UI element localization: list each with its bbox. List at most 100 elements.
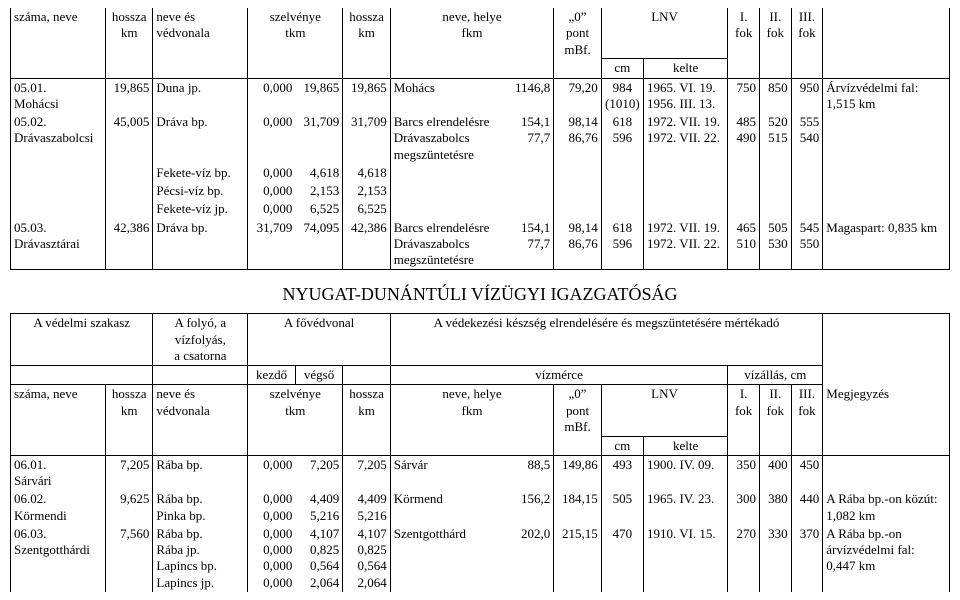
row-hely: Sárvár (390, 455, 506, 490)
row-hely: Körmend (390, 490, 506, 525)
row-code: 05.01. (14, 80, 47, 95)
row-ii: 520515 (759, 113, 791, 164)
row-code: 05.02. (14, 114, 47, 129)
h2-megjegyzes: Megjegyzés (823, 385, 950, 436)
row-mbf: 149,86 (554, 455, 601, 490)
h2-folyo: A folyó, avízfolyás,a csatorna (153, 314, 248, 366)
row-folyo: Rába bp.Rába jp.Lapincs bp.Lapincs jp. (153, 525, 248, 592)
row-ii: 400 (759, 455, 791, 490)
h-iifok: II.fok (759, 8, 791, 59)
row-i: 465510 (728, 219, 760, 270)
h2-vedelmi: A védelmi szakasz (11, 314, 153, 366)
row-lnvcm: 618596 (601, 219, 643, 270)
header2-row-2: kezdő végső vízmérce vízállás, cm (11, 366, 950, 385)
row-lnvcm: 470 (601, 525, 643, 592)
row-folyo: Rába bp. (153, 455, 248, 490)
table-subrow: Fekete-víz bp. 0,000 4,618 4,618 (11, 164, 950, 182)
row-hossza: 7,560 (105, 525, 152, 592)
h2-lnv: LNV (601, 385, 728, 436)
row-folyo: Duna jp. (153, 78, 248, 113)
row-szelv: 0,000 (248, 78, 295, 113)
h2-vizallas: vízállás, cm (728, 366, 823, 385)
header2-row-3: száma, neve hosszakm neve és védvonala s… (11, 385, 950, 436)
h-iiifok: III.fok (791, 8, 823, 59)
row-hossza: 19,865 (105, 78, 152, 113)
row-lnvcm: 618596 (601, 113, 643, 164)
row-code: 06.03. (14, 526, 47, 541)
row-hossza2: 4,4095,216 (343, 490, 390, 525)
row-name: Drávaszabolcsi (14, 130, 93, 145)
row-szelv: 0,0000,000 (248, 490, 295, 525)
row-ii: 380 (759, 490, 791, 525)
row-iii: 555540 (791, 113, 823, 164)
row-hossza2: 42,386 (343, 219, 390, 270)
h-meg (823, 8, 950, 59)
h2-kezdo: kezdő (248, 366, 295, 385)
h2-vegso: végső (295, 366, 342, 385)
row-meg: A Rába bp.-on közút:1,082 km (823, 490, 950, 525)
row-hossza: 7,205 (105, 455, 152, 490)
row-s2: 4,4095,216 (295, 490, 342, 525)
row-fkm: 1146,8 (506, 78, 553, 113)
table-row: 06.01.Sárvári 7,205 Rába bp. 0,000 7,205… (11, 455, 950, 490)
h-lnv: LNV (601, 8, 728, 59)
h2-kelte: kelte (643, 436, 727, 455)
row-lnvkelte: 1972. VII. 19.1972. VII. 22. (643, 219, 727, 270)
row-lnvkelte: 1965. IV. 23. (643, 490, 727, 525)
section-title: NYUGAT-DUNÁNTÚLI VÍZÜGYI IGAZGATÓSÁG (10, 270, 950, 313)
row-meg: Magaspart: 0,835 km (823, 219, 950, 270)
row-lnvkelte: 1965. VI. 19.1956. III. 13. (643, 78, 727, 113)
row-ii: 850 (759, 78, 791, 113)
sub-hossza2: 4,618 (343, 164, 390, 182)
row-mbf: 98,1486,76 (554, 113, 601, 164)
header-row-2: cm kelte (11, 59, 950, 78)
row-lnvcm: 493 (601, 455, 643, 490)
row-iii: 440 (791, 490, 823, 525)
h2-szama: száma, neve (11, 385, 106, 436)
row-folyo: Dráva bp. (153, 219, 248, 270)
row-iii: 545550 (791, 219, 823, 270)
row-iii: 450 (791, 455, 823, 490)
row-name: Szentgotthárdi (14, 542, 90, 557)
row-mbf: 98,1486,76 (554, 219, 601, 270)
row-hossza2: 4,1070,8250,5642,064 (343, 525, 390, 592)
h2-hossza: hosszakm (105, 385, 152, 436)
table-subrow: Pécsi-víz bp. 0,000 2,153 2,153 (11, 182, 950, 200)
h-szelvenye: szelvényetkm (248, 8, 343, 59)
row-szelv: 31,709 (248, 219, 295, 270)
row-fkm: 88,5 (506, 455, 553, 490)
row-hossza: 42,386 (105, 219, 152, 270)
table-row: 05.03.Drávasztárai 42,386 Dráva bp. 31,7… (11, 219, 950, 270)
row-s2: 19,865 (295, 78, 342, 113)
row-szelv: 0,000 (248, 113, 295, 164)
row-s2: 4,1070,8250,5642,064 (295, 525, 342, 592)
row-s2: 7,205 (295, 455, 342, 490)
h-nevehelye: neve, helyefkm (390, 8, 554, 59)
row-szelv: 0,000 (248, 455, 295, 490)
h2-neve-vedvonala: neve és védvonala (153, 385, 248, 436)
row-hossza2: 19,865 (343, 78, 390, 113)
table-row: 05.01.Mohácsi 19,865 Duna jp. 0,000 19,8… (11, 78, 950, 113)
h-szama: száma, neve (11, 8, 106, 59)
header2-row-4: cm kelte (11, 436, 950, 455)
h2-vizmerce: vízmérce (390, 366, 728, 385)
table-row: 06.03.Szentgotthárdi 7,560 Rába bp.Rába … (11, 525, 950, 592)
row-meg (823, 113, 950, 164)
row-i: 350 (728, 455, 760, 490)
row-lnvcm: 984(1010) (601, 78, 643, 113)
sub-folyo: Pécsi-víz bp. (153, 182, 248, 200)
row-folyo: Rába bp.Pinka bp. (153, 490, 248, 525)
row-code: 06.01. (14, 457, 47, 472)
row-ii: 505530 (759, 219, 791, 270)
sub-folyo: Fekete-víz jp. (153, 200, 248, 218)
h-folyo: neve és védvonala (153, 8, 248, 59)
h2-iifok: II.fok (759, 385, 791, 436)
sub-hossza2: 2,153 (343, 182, 390, 200)
row-meg: A Rába bp.-onárvízvédelmi fal:0,447 km (823, 525, 950, 592)
h2-nevehelye: neve, helyefkm (390, 385, 554, 436)
row-iii: 950 (791, 78, 823, 113)
row-szelv: 0,0000,0000,0000,000 (248, 525, 295, 592)
table-row: 06.02.Körmendi 9,625 Rába bp.Pinka bp. 0… (11, 490, 950, 525)
h2-iiifok: III.fok (791, 385, 823, 436)
row-code: 05.03. (14, 220, 47, 235)
